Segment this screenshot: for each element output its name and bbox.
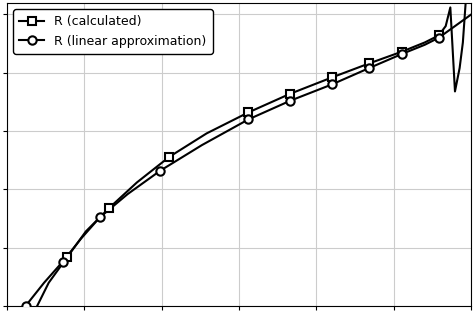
Legend: R (calculated), R (linear approximation): R (calculated), R (linear approximation) bbox=[13, 9, 213, 54]
